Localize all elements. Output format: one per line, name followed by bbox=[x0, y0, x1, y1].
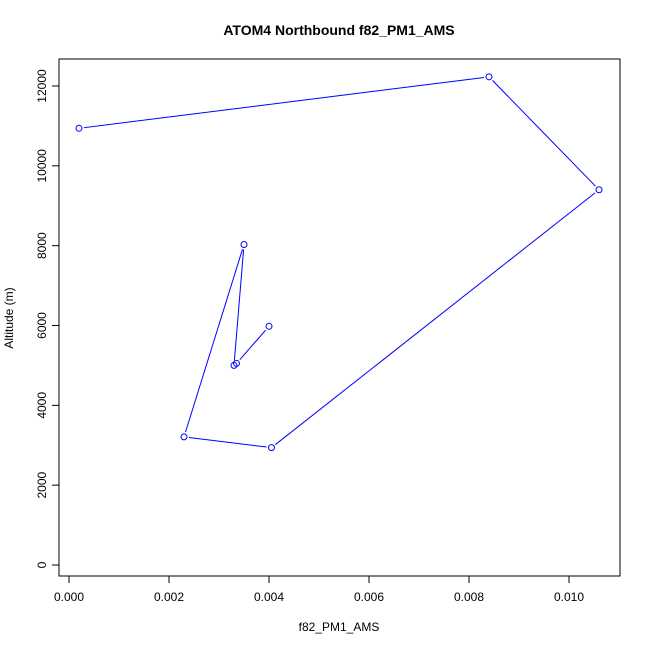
y-tick-label: 8000 bbox=[35, 232, 49, 259]
series-line-segment bbox=[188, 436, 267, 448]
y-tick-label: 10000 bbox=[35, 149, 49, 183]
series-layer bbox=[75, 73, 603, 452]
y-axis: 0 2000 4000 6000 8000 10000 12000 bbox=[35, 69, 60, 568]
series-line-segment bbox=[83, 76, 485, 129]
y-tick-label: 12000 bbox=[35, 69, 49, 103]
x-axis-label: f82_PM1_AMS bbox=[299, 620, 380, 634]
series-line-segment bbox=[239, 329, 267, 360]
data-point bbox=[265, 322, 273, 330]
y-axis-label: Altitude (m) bbox=[2, 287, 16, 348]
series-line-segment bbox=[492, 80, 596, 187]
data-point bbox=[240, 240, 248, 248]
data-point bbox=[180, 433, 188, 441]
y-tick-label: 4000 bbox=[35, 392, 49, 419]
x-tick-label: 0.010 bbox=[554, 590, 584, 604]
data-point bbox=[595, 186, 603, 194]
y-tick-label: 2000 bbox=[35, 471, 49, 498]
series-line-segment bbox=[275, 192, 596, 445]
x-tick-label: 0.006 bbox=[354, 590, 384, 604]
x-tick-label: 0.002 bbox=[154, 590, 184, 604]
y-tick-label: 0 bbox=[35, 561, 49, 568]
data-point bbox=[230, 361, 238, 369]
series-line-segment bbox=[233, 249, 245, 361]
x-tick-label: 0.000 bbox=[54, 590, 84, 604]
series-line-segment bbox=[185, 249, 243, 433]
data-point bbox=[75, 124, 83, 132]
chart-title: ATOM4 Northbound f82_PM1_AMS bbox=[223, 22, 454, 38]
data-point bbox=[485, 73, 493, 81]
plot-area-border bbox=[58, 58, 621, 577]
y-tick-label: 6000 bbox=[35, 312, 49, 339]
x-tick-label: 0.008 bbox=[454, 590, 484, 604]
x-axis: 0.000 0.002 0.004 0.006 0.008 0.010 bbox=[54, 575, 584, 604]
data-point bbox=[268, 444, 275, 452]
x-tick-label: 0.004 bbox=[254, 590, 284, 604]
